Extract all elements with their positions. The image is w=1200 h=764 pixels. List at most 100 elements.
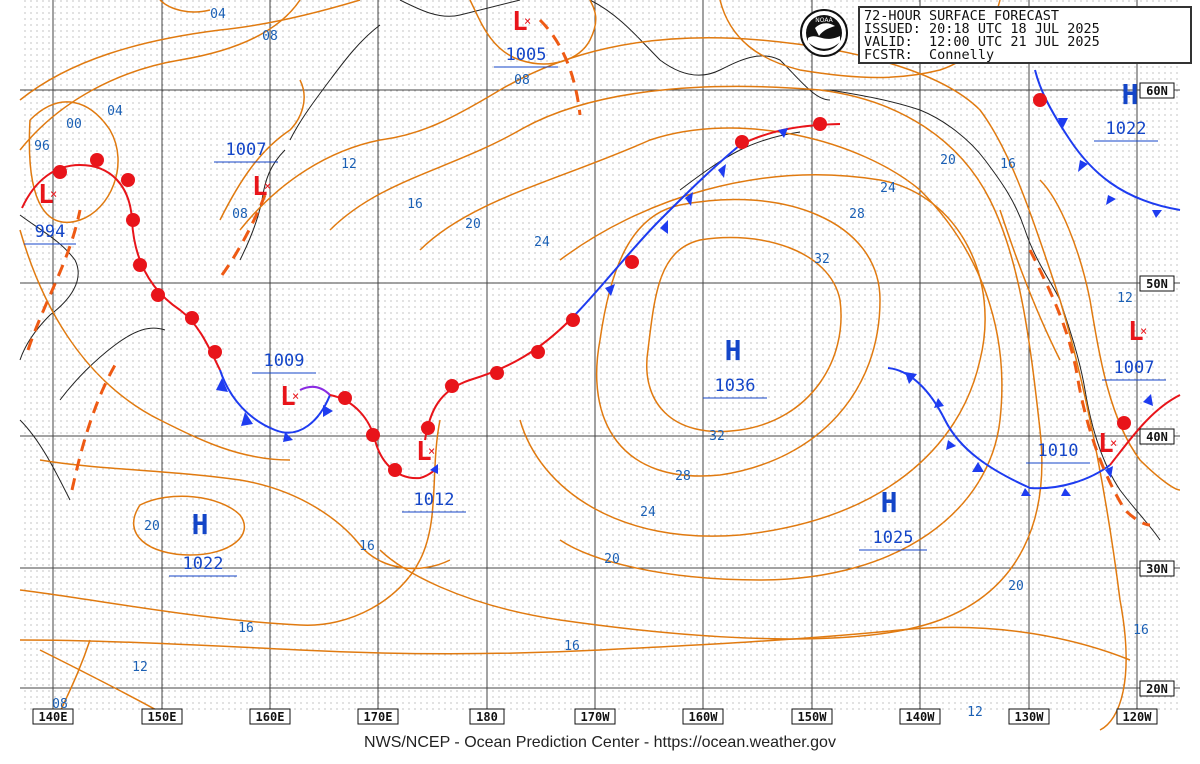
- high-symbol: H: [881, 486, 898, 519]
- isobar-label: 12: [967, 705, 983, 720]
- isobar-label: 20: [144, 519, 160, 534]
- longitude-label: 150W: [798, 710, 828, 724]
- low-center-mark: ×: [1110, 436, 1117, 450]
- pressure-value: 1009: [264, 351, 305, 371]
- valid-label: VALID:: [864, 34, 913, 50]
- valid-line: VALID: 12:00 UTC 21 JUL 2025: [864, 34, 1186, 50]
- low-symbol: L: [512, 7, 528, 37]
- isobar-label: 12: [341, 157, 357, 172]
- longitude-label: 170E: [364, 710, 393, 724]
- low-symbol: L: [38, 180, 54, 210]
- isobar-label: 08: [52, 697, 68, 712]
- isobar-label: 04: [210, 7, 226, 22]
- longitude-label: 160E: [256, 710, 285, 724]
- isobar-label: 12: [132, 660, 148, 675]
- isobar-label: 08: [514, 73, 530, 88]
- isobar-label: 20: [465, 217, 481, 232]
- low-center-mark: ×: [428, 444, 435, 458]
- latitude-label: 50N: [1146, 277, 1168, 291]
- pressure-value: 1007: [1114, 358, 1155, 378]
- pressure-value: 1036: [715, 376, 756, 396]
- high-symbol: H: [192, 508, 209, 541]
- noaa-logo: NOAA: [800, 9, 848, 57]
- isobar-label: 20: [604, 552, 620, 567]
- issued-label: ISSUED:: [864, 21, 921, 37]
- isobar-label: 20: [940, 153, 956, 168]
- isobar-label: 24: [880, 181, 896, 196]
- isobar-label: 04: [107, 104, 123, 119]
- warm-front-symbols: [53, 93, 1131, 477]
- latitude-label: 30N: [1146, 562, 1168, 576]
- isobar-label: 32: [814, 252, 830, 267]
- pressure-value: 1007: [226, 140, 267, 160]
- isobar-label: 08: [232, 207, 248, 222]
- longitude-label: 170W: [581, 710, 611, 724]
- isobar-label: 28: [849, 207, 865, 222]
- pressure-value: 1025: [873, 528, 914, 548]
- isobar-label: 24: [534, 235, 550, 250]
- isobar-label: 16: [359, 539, 375, 554]
- pressure-centers: L × 994 1007 L × L × 1005 1009 L × L × 1…: [24, 7, 1166, 577]
- pressure-value: 1012: [414, 490, 455, 510]
- isobar-label: 16: [564, 639, 580, 654]
- low-symbol: L: [1128, 317, 1144, 347]
- latitude-label: 60N: [1146, 84, 1168, 98]
- isobar-label: 12: [1117, 291, 1133, 306]
- longitude-label: 180: [476, 710, 498, 724]
- high-symbol: H: [725, 334, 742, 367]
- latitude-label: 40N: [1146, 430, 1168, 444]
- pressure-value: 994: [35, 222, 66, 242]
- longitude-label: 140E: [39, 710, 68, 724]
- longitude-label: 150E: [148, 710, 177, 724]
- isobar-label: 28: [675, 469, 691, 484]
- longitude-label: 160W: [689, 710, 719, 724]
- longitude-label: 120W: [1123, 710, 1153, 724]
- valid-value: 12:00 UTC 21 JUL 2025: [929, 34, 1100, 50]
- isobar-label: 16: [238, 621, 254, 636]
- low-center-mark: ×: [1140, 324, 1147, 338]
- longitude-labels: 140E 150E 160E 170E 180 170W 160W 150W 1…: [32, 708, 1158, 725]
- low-center-mark: ×: [524, 14, 531, 28]
- isobar-label: 96: [34, 139, 50, 154]
- issued-value: 20:18 UTC 18 JUL 2025: [929, 21, 1100, 37]
- low-symbol: L: [1098, 429, 1114, 459]
- pressure-value: 1010: [1038, 441, 1079, 461]
- forecaster-line: FCSTR: Connelly: [864, 47, 1186, 63]
- isobar-label: 24: [640, 505, 656, 520]
- isobars: [19, 0, 1181, 731]
- fronts: [21, 69, 1181, 490]
- isobar-label: 20: [1008, 579, 1024, 594]
- low-symbol: L: [280, 382, 296, 412]
- forecast-title: 72-HOUR SURFACE FORECAST: [864, 8, 1060, 24]
- footer-credit: NWS/NCEP - Ocean Prediction Center - htt…: [364, 734, 836, 751]
- low-symbol: L: [416, 437, 432, 467]
- high-symbol: H: [1122, 78, 1139, 111]
- dot-grid-background: [20, 0, 1180, 712]
- pressure-value: 1022: [1106, 119, 1147, 139]
- low-center-mark: ×: [50, 187, 57, 201]
- coastlines: [19, 0, 1161, 541]
- longitude-label: 130W: [1015, 710, 1045, 724]
- pressure-value: 1005: [506, 45, 547, 65]
- forecast-info-box: 72-HOUR SURFACE FORECAST ISSUED: 20:18 UT…: [858, 6, 1192, 64]
- troughs: [26, 18, 1151, 527]
- isobar-label: 08: [262, 29, 278, 44]
- isobar-labels: 04 08 04 00 96 08 08 12 16 20 24 28 32 3…: [34, 7, 1149, 720]
- low-symbol: L: [252, 172, 268, 202]
- latitude-labels: 60N 50N 40N 30N 20N: [1139, 82, 1175, 697]
- isobar-label: 16: [1000, 157, 1016, 172]
- pressure-value: 1022: [183, 554, 224, 574]
- isobar-label: 16: [407, 197, 423, 212]
- isobar-label: 32: [709, 429, 725, 444]
- low-center-mark: ×: [292, 389, 299, 403]
- forecaster-label: FCSTR:: [864, 47, 913, 63]
- latitude-label: 20N: [1146, 682, 1168, 696]
- svg-text:NOAA: NOAA: [815, 17, 833, 24]
- issued-line: ISSUED: 20:18 UTC 18 JUL 2025: [864, 21, 1186, 37]
- cold-front-symbols: [216, 118, 1162, 496]
- isobar-label: 16: [1133, 623, 1149, 638]
- forecaster-value: Connelly: [929, 47, 995, 63]
- low-center-mark: ×: [264, 179, 271, 193]
- graticule: [20, 0, 1180, 712]
